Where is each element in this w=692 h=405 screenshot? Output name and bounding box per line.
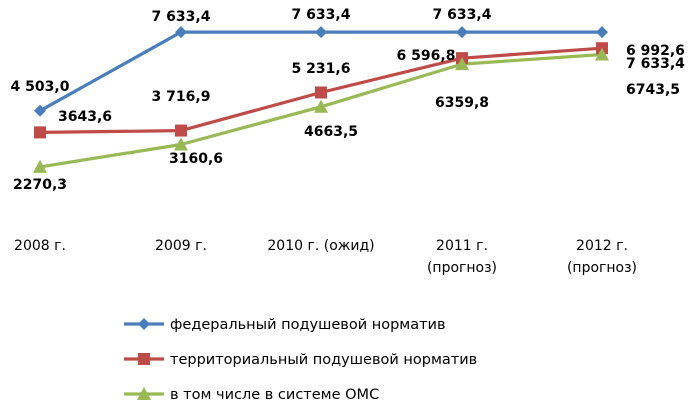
series-1-point-1 <box>34 104 46 117</box>
series-markers <box>33 26 609 173</box>
data-label-s3-p1: 2270,3 <box>13 177 67 193</box>
series-1-point-3 <box>315 26 327 39</box>
series-2-point-1 <box>34 126 46 139</box>
data-label-s3-p3: 4663,5 <box>304 124 358 140</box>
x-axis-tick-labels: 2008 г. 2009 г. 2010 г. (ожид) 2011 г. (прог… <box>14 238 637 276</box>
data-label-s1-p2: 7 633,4 <box>152 9 211 25</box>
data-label-s1-p5: 7 633,4 <box>626 56 685 72</box>
legend-label-2: территориальный подушевой норматив <box>170 352 477 368</box>
data-label-s1-p4: 7 633,4 <box>433 7 492 23</box>
legend-label-3: в том числе в системе ОМС <box>170 387 379 403</box>
legend-marker-2 <box>138 353 150 365</box>
legend-marker-3 <box>137 387 151 400</box>
legend-label-1: федеральный подушевой норматив <box>170 317 446 333</box>
legend: федеральный подушевой норматив территориа… <box>124 317 477 403</box>
series-3-point-4 <box>455 57 469 71</box>
data-label-s1-p1: 4 503,0 <box>11 79 70 95</box>
data-label-s1-p3: 7 633,4 <box>292 7 351 23</box>
series-3-point-2 <box>174 137 188 151</box>
series-1-point-5 <box>596 26 608 39</box>
legend-marker-1 <box>138 318 150 330</box>
series-2-point-3 <box>315 86 327 99</box>
x-tick-label-4-line-2: (прогноз) <box>427 260 497 276</box>
x-tick-label-5-line-1: 2012 г. <box>576 238 628 254</box>
data-label-s2-p3: 5 231,6 <box>292 61 351 77</box>
x-tick-label-3-line-1: 2010 г. (ожид) <box>267 238 374 254</box>
series-3-point-1 <box>33 159 47 173</box>
data-label-s2-p2: 3 716,9 <box>152 89 211 105</box>
data-label-s2-p5: 6 992,6 <box>626 43 685 59</box>
data-label-s2-p4: 6 596,8 <box>397 48 456 64</box>
data-label-s3-p5: 6743,5 <box>626 82 680 98</box>
series-lines <box>39 30 603 169</box>
x-tick-label-2-line-1: 2009 г. <box>155 238 207 254</box>
series-3-point-3 <box>314 99 328 113</box>
x-tick-label-5-line-2: (прогноз) <box>567 260 637 276</box>
series-2-point-2 <box>175 124 187 137</box>
x-tick-label-4-line-1: 2011 г. <box>436 238 488 254</box>
data-label-s3-p2: 3160,6 <box>169 151 223 167</box>
x-tick-label-1-line-1: 2008 г. <box>14 238 66 254</box>
data-labels: 4 503,0 7 633,4 7 633,4 7 633,4 7 633,4 3643,… <box>11 7 686 193</box>
data-label-s2-p1: 3643,6 <box>58 109 112 125</box>
series-1-point-4 <box>456 26 468 39</box>
series-3-point-5 <box>595 47 609 61</box>
data-label-s3-p4: 6359,8 <box>435 95 489 111</box>
series-1-point-2 <box>175 26 187 39</box>
